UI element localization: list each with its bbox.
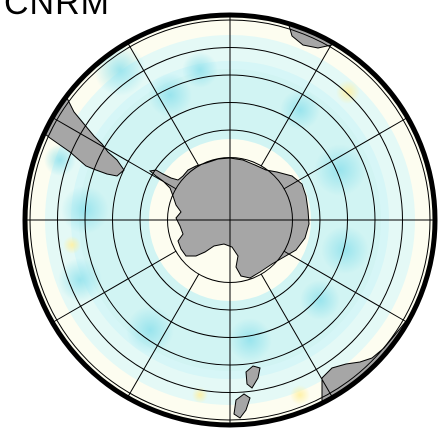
map-title: CNRM [4,0,110,22]
anomaly-patch [290,385,310,405]
anomaly-patch [300,280,340,320]
map-frame [22,12,438,428]
meridian-line [283,250,408,323]
anomaly-patch [182,52,218,88]
meridian-line [52,117,177,190]
new-zealand [233,365,261,419]
anomaly-patch [94,44,146,96]
anomaly-patch [58,258,102,302]
meridian-line [127,273,200,398]
meridian-line [127,42,200,167]
meridian-line [52,250,177,323]
meridian-line [283,117,408,190]
anomaly-patch [63,236,81,254]
meridian-line [260,273,333,398]
anomaly-patch [314,144,366,196]
anomaly-patch [228,318,272,362]
meridian-line [260,42,333,167]
graticule [25,15,435,425]
anomaly-patch [321,226,369,274]
anomaly-patch [126,306,174,354]
anomaly-patches [44,44,369,405]
anomaly-patch [44,144,76,176]
anomaly-patch [336,80,360,104]
anomaly-patch [280,90,320,130]
